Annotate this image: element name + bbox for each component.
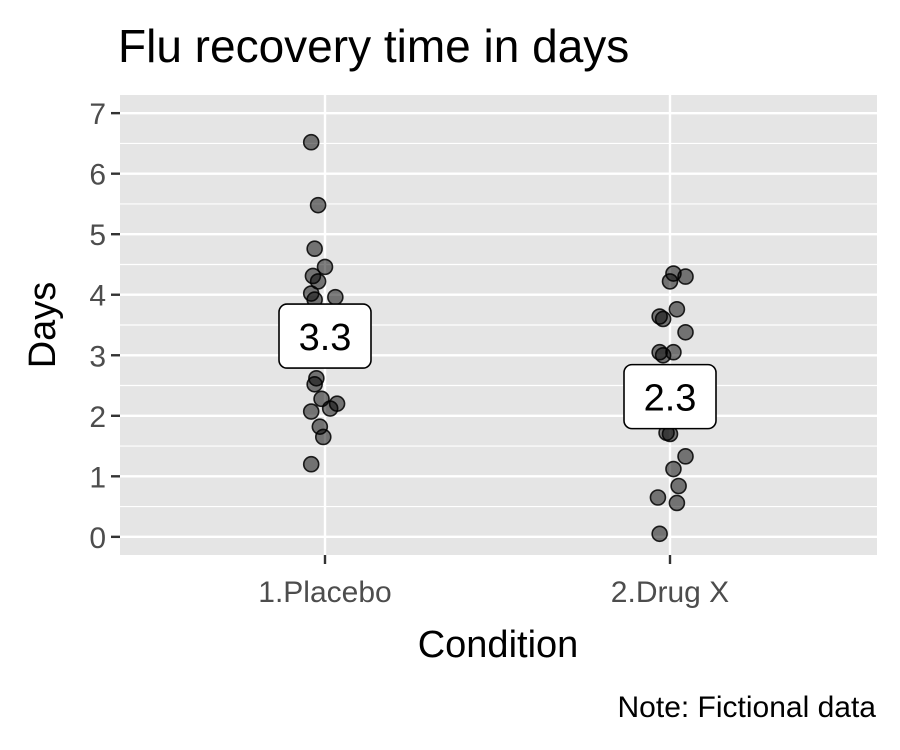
y-tick-label: 5	[89, 219, 106, 252]
data-point	[302, 455, 320, 473]
mean-label-box	[623, 363, 717, 430]
y-tick-label: 6	[89, 159, 106, 192]
data-point	[314, 428, 332, 446]
chart-title: Flu recovery time in days	[118, 20, 629, 72]
data-point	[668, 300, 686, 318]
data-point	[668, 494, 686, 512]
y-axis-title: Days	[22, 282, 64, 369]
data-point	[677, 448, 694, 465]
axes: 0 1 2 3 4 5 6 7 1.Placebo 2.Drug X	[89, 98, 729, 609]
mean-label-text: 3.3	[299, 317, 352, 359]
data-point	[661, 273, 679, 290]
data-point	[321, 400, 339, 417]
gridlines	[120, 95, 877, 555]
data-point	[654, 310, 672, 328]
data-point	[665, 460, 682, 478]
x-axis-title: Condition	[418, 624, 579, 666]
y-tick-label: 0	[89, 522, 106, 555]
chart-caption: Note: Fictional data	[618, 691, 877, 724]
mean-labels: 3.3 2.3	[278, 303, 717, 430]
data-point	[677, 323, 694, 341]
data-point	[302, 133, 320, 151]
data-point	[651, 525, 668, 543]
mean-label: 3.3	[278, 303, 372, 369]
mean-label-box	[278, 303, 372, 369]
y-tick-label: 7	[89, 98, 106, 131]
data-point	[306, 240, 323, 258]
y-tick-label: 1	[89, 461, 106, 494]
data-point	[316, 258, 334, 276]
y-tick-label: 2	[89, 401, 106, 434]
data-point	[670, 477, 687, 495]
x-tick-label: 1.Placebo	[258, 576, 391, 609]
data-point	[309, 196, 327, 214]
y-tick-label: 3	[89, 340, 106, 373]
data-point	[677, 268, 694, 285]
data-point	[306, 376, 323, 393]
data-point	[302, 403, 320, 420]
data-point	[327, 288, 344, 306]
data-point	[649, 489, 667, 506]
mean-label-text: 2.3	[644, 378, 697, 420]
data-point	[654, 346, 672, 364]
data-points	[302, 133, 694, 543]
mean-label: 2.3	[623, 363, 717, 430]
x-tick-label: 2.Drug X	[611, 576, 729, 609]
y-tick-label: 4	[89, 280, 106, 313]
